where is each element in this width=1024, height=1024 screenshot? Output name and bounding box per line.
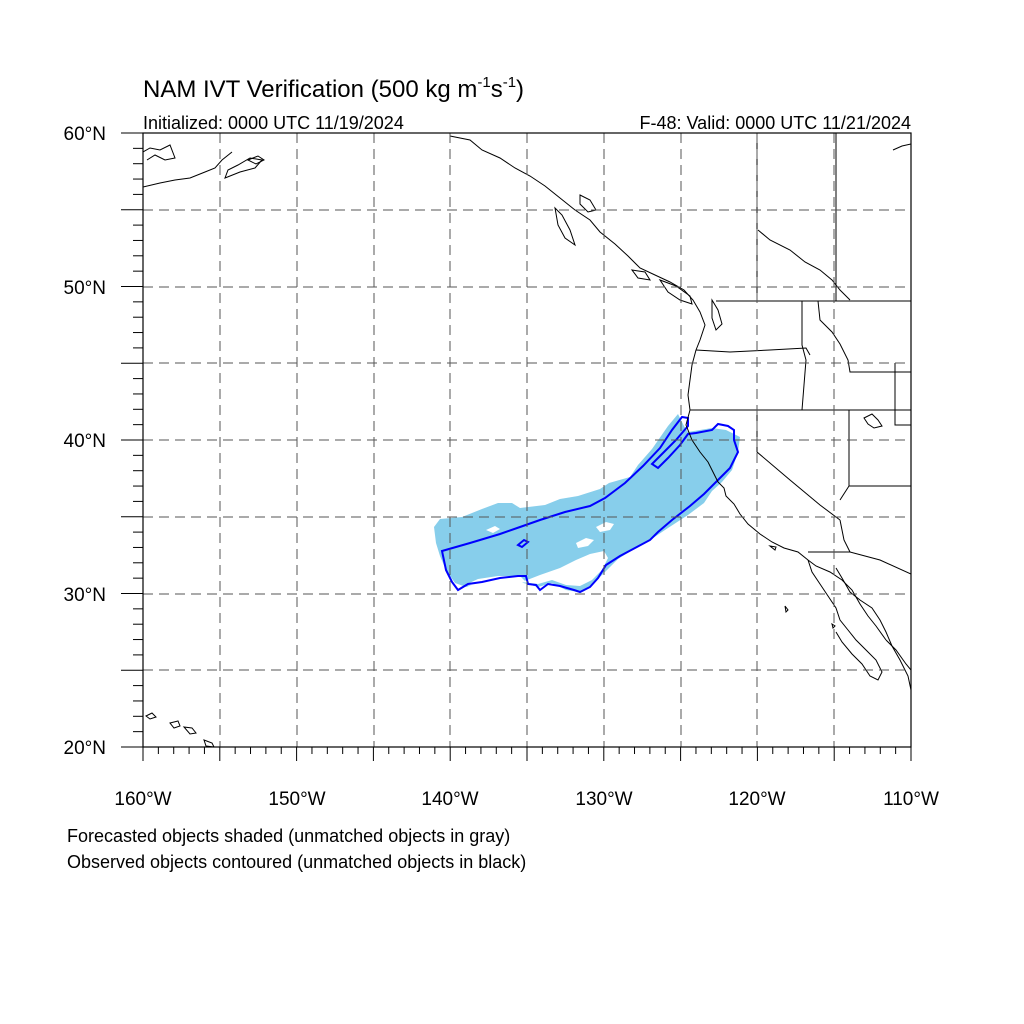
- political-borders: [690, 133, 911, 575]
- forecast-object-gap: [596, 522, 614, 532]
- lon-label: 150°W: [268, 789, 325, 810]
- observed-legend-note: Observed objects contoured (unmatched ob…: [67, 852, 527, 872]
- lat-label: 50°N: [64, 278, 106, 299]
- lon-label: 160°W: [114, 789, 171, 810]
- observed-ivt-contour: [440, 415, 740, 594]
- forecast-object-gap: [522, 551, 608, 586]
- lat-label: 20°N: [64, 738, 106, 759]
- forecast-object-gap: [486, 526, 500, 533]
- coastlines: [143, 135, 911, 747]
- observed-ivt-contour: [516, 538, 530, 549]
- forecast-object-gap: [465, 576, 526, 586]
- lon-label: 140°W: [421, 789, 478, 810]
- lon-label: 120°W: [728, 789, 785, 810]
- forecast-ivt-object: [434, 414, 740, 592]
- longitude-labels: 160°W 150°W 140°W 130°W 120°W 110°W: [114, 789, 939, 810]
- axis-ticks: [121, 132, 912, 761]
- lat-label: 40°N: [64, 431, 106, 452]
- latitude-labels: 20°N 30°N 40°N 50°N 60°N: [64, 124, 106, 759]
- initialized-time: Initialized: 0000 UTC 11/19/2024: [143, 113, 404, 133]
- lat-label: 30°N: [64, 585, 106, 606]
- forecast-legend-note: Forecasted objects shaded (unmatched obj…: [67, 826, 511, 846]
- lon-label: 110°W: [883, 789, 939, 810]
- map-title: NAM IVT Verification (500 kg m-1s-1): [143, 74, 524, 103]
- valid-time: F-48: Valid: 0000 UTC 11/21/2024: [640, 113, 912, 133]
- map-grid: [143, 133, 911, 747]
- lat-label: 60°N: [64, 124, 106, 145]
- lon-label: 130°W: [575, 789, 632, 810]
- forecast-object-gap: [576, 538, 594, 548]
